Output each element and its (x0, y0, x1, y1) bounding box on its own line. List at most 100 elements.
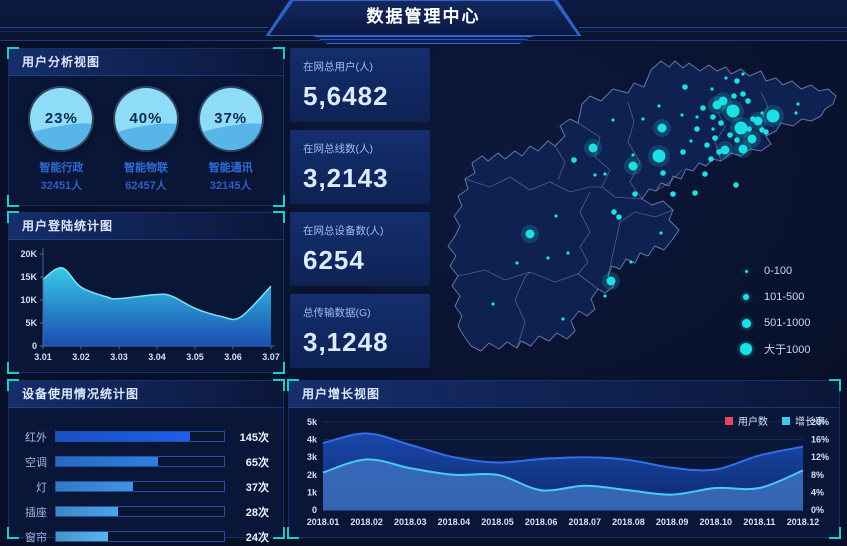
login-axes (40, 248, 275, 349)
stat-card-total-lines: 在网总线数(人) 3,2143 (290, 130, 430, 204)
svg-text:2018.06: 2018.06 (525, 517, 558, 527)
panel-user-analysis: 用户分析视图 23% 智能行政 32451人 40% 智能物联 62457人 (7, 47, 285, 207)
svg-text:0%: 0% (811, 505, 824, 515)
map-bubble (740, 91, 746, 97)
region-bubble-map: 0-100 101-500 501-1000 大于1000 (430, 42, 847, 375)
map-bubble (616, 214, 622, 220)
growth-rate-series-line (322, 458, 804, 496)
panel-title-login-stats: 用户登陆统计图 (9, 213, 283, 240)
stat-label: 在网总用户(人) (303, 61, 373, 73)
map-legend: 0-100 101-500 501-1000 大于1000 (738, 258, 811, 362)
bar-value: 65次 (245, 456, 269, 469)
panel-title-user-growth: 用户增长视图 (289, 381, 839, 408)
stat-value: 3,2143 (303, 163, 389, 193)
gauge-percent: 40% (129, 110, 163, 127)
bar-label: 灯 (36, 481, 47, 494)
legend-item-users[interactable]: 用户数 (725, 413, 768, 428)
map-legend-label: 0-100 (764, 265, 793, 277)
svg-text:2018.08: 2018.08 (612, 517, 645, 527)
login-axis-labels: 0 5K 10K 15K 20K 3.01 3.02 3.03 3.04 3.05 3.06 3.07 (20, 249, 279, 362)
map-bubble (794, 111, 798, 115)
map-legend-label: 大于1000 (764, 344, 811, 356)
map-bubble (629, 260, 633, 264)
svg-text:2018.12: 2018.12 (787, 517, 820, 527)
map-bubble (700, 105, 706, 111)
svg-text:5k: 5k (307, 417, 318, 427)
growth-chart-legend: 用户数 增长率 (725, 413, 825, 428)
map-bubble (718, 120, 724, 126)
login-series-area (43, 267, 271, 346)
svg-text:3.06: 3.06 (224, 352, 242, 362)
bar-fill (56, 432, 191, 441)
legend-label: 增长率 (795, 417, 825, 428)
bar-label: 窗帘 (25, 531, 47, 544)
bubble-size-icon (744, 269, 748, 273)
bar-value: 145次 (239, 431, 269, 444)
gauge-count: 62457人 (125, 180, 167, 192)
header-bar: 数据管理中心 (0, 0, 847, 41)
gauge-name: 智能物联 (123, 162, 168, 174)
bar-value: 24次 (245, 531, 269, 544)
bubble-size-icon (740, 343, 752, 355)
bar-fill (56, 507, 119, 516)
svg-text:16%: 16% (811, 435, 829, 445)
gauge-name: 智能通讯 (208, 162, 253, 174)
legend-dot-wrap (738, 318, 754, 328)
map-bubble (760, 111, 764, 115)
growth-legend-swatch-icon (782, 416, 790, 425)
gauge-percent: 37% (214, 110, 248, 127)
stat-label: 在网总线数(人) (303, 143, 373, 155)
legend-item-growth-rate[interactable]: 增长率 (782, 413, 825, 428)
map-bubble (694, 126, 700, 132)
bar-fill (56, 482, 134, 491)
gauge-row: 23% 智能行政 32451人 40% 智能物联 62457人 37% 智能通讯 (9, 76, 283, 193)
gauge-count: 32451人 (40, 180, 83, 192)
page-title: 数据管理中心 (366, 7, 481, 26)
map-bubble (738, 144, 748, 154)
legend-dot-wrap (738, 294, 754, 300)
map-bubble (702, 171, 708, 177)
users-legend-swatch-icon (725, 416, 733, 425)
legend-label: 用户数 (738, 417, 768, 428)
svg-text:20%: 20% (811, 417, 829, 427)
map-bubble (588, 143, 598, 153)
panel-title-user-analysis: 用户分析视图 (9, 49, 283, 76)
users-series-line (322, 432, 804, 472)
map-legend-item: 501-1000 (738, 310, 811, 336)
map-bubble (566, 251, 570, 255)
map-bubble (660, 170, 666, 176)
map-bubble (712, 135, 718, 141)
map-bubble (611, 209, 617, 215)
corner-bracket (7, 195, 19, 207)
map-legend-label: 101-500 (764, 291, 805, 303)
map-bubble (704, 142, 710, 148)
map-bubble (515, 261, 519, 265)
map-bubble (733, 182, 739, 188)
map-bubble (546, 256, 550, 260)
map-bubble (731, 93, 737, 99)
login-area-chart: 0 5K 10K 15K 20K 3.01 3.02 3.03 3.04 3.05 3.06 3.07 (20, 248, 280, 362)
map-bubble (593, 173, 597, 177)
bar-row-light: 灯 37次 (19, 474, 269, 499)
map-bubble (652, 149, 666, 163)
svg-text:3.07: 3.07 (262, 352, 280, 362)
map-legend-item: 0-100 (738, 258, 811, 284)
liquid-circle: 23% (30, 88, 93, 150)
bar-track (55, 531, 225, 542)
bubble-size-icon (743, 294, 749, 300)
growth-rate-series-area (323, 459, 803, 510)
device-bars-chart: 红外 145次 空调 65次 灯 37次 插座 28次 窗帘 (9, 408, 283, 546)
map-bubble (603, 172, 607, 176)
stat-value: 5,6482 (303, 81, 389, 111)
stat-label: 在网总设备数(人) (303, 225, 384, 237)
map-bubble (720, 145, 730, 155)
panel-user-growth: 用户增长视图 用户数 增长率 0 0% 1k 4% 2k 8% 3k 12% 4k 16% 5k 20… (287, 379, 841, 539)
map-bubble (571, 157, 575, 161)
liquid-gauge-comms: 37% 智能通讯 32145人 (193, 88, 269, 193)
svg-text:4k: 4k (307, 435, 318, 445)
map-bubble (603, 294, 607, 298)
map-bubble (750, 116, 756, 122)
svg-text:2018.11: 2018.11 (743, 517, 775, 527)
gauge-percent: 23% (44, 110, 78, 127)
